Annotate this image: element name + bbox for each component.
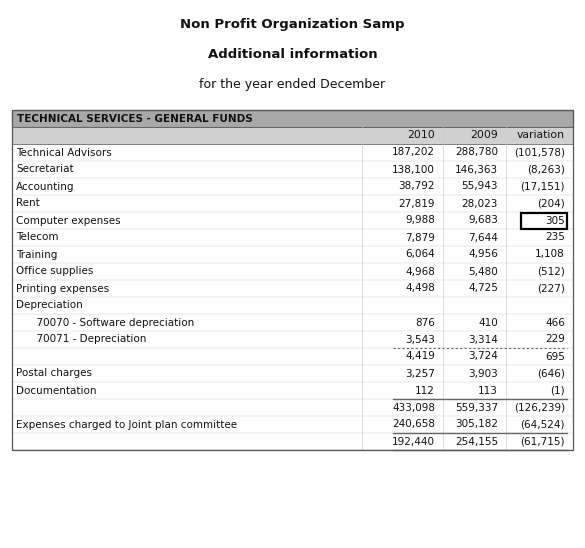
- Text: Secretariat: Secretariat: [16, 164, 74, 174]
- Text: TECHNICAL SERVICES - GENERAL FUNDS: TECHNICAL SERVICES - GENERAL FUNDS: [17, 113, 253, 123]
- Text: Additional information: Additional information: [208, 48, 377, 61]
- Text: Postal charges: Postal charges: [16, 368, 92, 379]
- Text: 433,098: 433,098: [392, 402, 435, 413]
- Text: Documentation: Documentation: [16, 385, 97, 396]
- Text: Office supplies: Office supplies: [16, 266, 94, 277]
- Bar: [12, 110, 573, 450]
- Text: Expenses charged to Joint plan committee: Expenses charged to Joint plan committee: [16, 420, 237, 430]
- Text: Training: Training: [16, 249, 57, 260]
- Text: Telecom: Telecom: [16, 232, 59, 243]
- Text: Computer expenses: Computer expenses: [16, 215, 121, 225]
- Text: 70070 - Software depreciation: 70070 - Software depreciation: [30, 317, 194, 328]
- Text: 288,780: 288,780: [455, 147, 498, 157]
- Text: 2009: 2009: [470, 130, 498, 140]
- Text: 1,108: 1,108: [535, 249, 565, 260]
- Text: 2010: 2010: [407, 130, 435, 140]
- Text: (646): (646): [537, 368, 565, 379]
- Text: for the year ended December: for the year ended December: [199, 78, 386, 91]
- Bar: [521, 213, 567, 229]
- Text: Rent: Rent: [16, 198, 40, 208]
- Text: 146,363: 146,363: [455, 164, 498, 174]
- Text: (8,263): (8,263): [527, 164, 565, 174]
- Text: 7,879: 7,879: [405, 232, 435, 243]
- Text: 410: 410: [479, 317, 498, 328]
- Text: variation: variation: [517, 130, 565, 140]
- Text: 4,419: 4,419: [405, 351, 435, 362]
- Text: Accounting: Accounting: [16, 181, 74, 191]
- Text: 695: 695: [545, 351, 565, 362]
- Text: (204): (204): [537, 198, 565, 208]
- Text: Depreciation: Depreciation: [16, 300, 82, 311]
- Text: Printing expenses: Printing expenses: [16, 283, 109, 294]
- Text: 229: 229: [545, 334, 565, 345]
- Text: 192,440: 192,440: [392, 437, 435, 447]
- Text: Non Profit Organization Samp: Non Profit Organization Samp: [180, 18, 405, 31]
- Text: 113: 113: [478, 385, 498, 396]
- Text: 38,792: 38,792: [398, 181, 435, 191]
- Text: (17,151): (17,151): [521, 181, 565, 191]
- Text: (126,239): (126,239): [514, 402, 565, 413]
- Text: 3,724: 3,724: [468, 351, 498, 362]
- Text: 4,498: 4,498: [405, 283, 435, 294]
- Text: 7,644: 7,644: [468, 232, 498, 243]
- Text: (64,524): (64,524): [521, 420, 565, 430]
- Text: 305,182: 305,182: [455, 420, 498, 430]
- Text: 55,943: 55,943: [462, 181, 498, 191]
- Text: (61,715): (61,715): [521, 437, 565, 447]
- Text: 9,683: 9,683: [468, 215, 498, 225]
- Bar: [12, 127, 573, 144]
- Text: 28,023: 28,023: [462, 198, 498, 208]
- Text: 5,480: 5,480: [468, 266, 498, 277]
- Text: (227): (227): [537, 283, 565, 294]
- Bar: [12, 110, 573, 127]
- Text: 240,658: 240,658: [392, 420, 435, 430]
- Text: Technical Advisors: Technical Advisors: [16, 147, 112, 157]
- Text: 9,988: 9,988: [405, 215, 435, 225]
- Text: 3,543: 3,543: [405, 334, 435, 345]
- Text: 187,202: 187,202: [392, 147, 435, 157]
- Text: (101,578): (101,578): [514, 147, 565, 157]
- Text: 138,100: 138,100: [392, 164, 435, 174]
- Text: 466: 466: [545, 317, 565, 328]
- Text: 112: 112: [415, 385, 435, 396]
- Text: 235: 235: [545, 232, 565, 243]
- Text: 254,155: 254,155: [455, 437, 498, 447]
- Text: 70071 - Depreciation: 70071 - Depreciation: [30, 334, 146, 345]
- Text: 3,257: 3,257: [405, 368, 435, 379]
- Text: 876: 876: [415, 317, 435, 328]
- Text: 4,968: 4,968: [405, 266, 435, 277]
- Text: 27,819: 27,819: [398, 198, 435, 208]
- Text: 4,956: 4,956: [468, 249, 498, 260]
- Text: (512): (512): [537, 266, 565, 277]
- Text: 4,725: 4,725: [468, 283, 498, 294]
- Text: 3,903: 3,903: [468, 368, 498, 379]
- Text: 305: 305: [545, 215, 565, 225]
- Text: 6,064: 6,064: [405, 249, 435, 260]
- Text: 559,337: 559,337: [455, 402, 498, 413]
- Text: 3,314: 3,314: [468, 334, 498, 345]
- Text: (1): (1): [550, 385, 565, 396]
